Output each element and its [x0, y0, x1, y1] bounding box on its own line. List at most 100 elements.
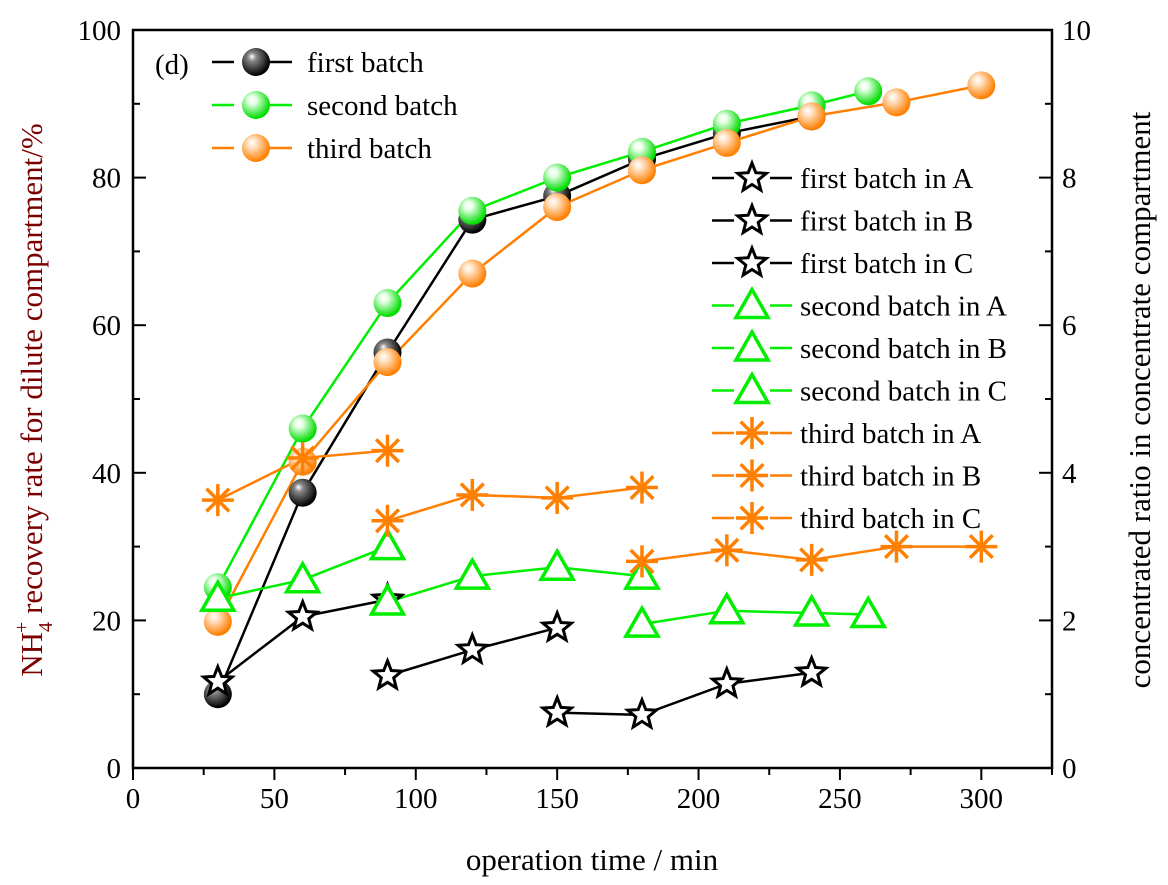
x-tick-label: 200 — [677, 783, 721, 815]
panel-label: (d) — [155, 49, 189, 81]
asterisk-stroke — [459, 482, 485, 508]
data-point-sphere — [627, 156, 656, 185]
data-point-asterisk — [456, 478, 489, 511]
triangle-marker — [732, 370, 772, 405]
legend-marker — [242, 48, 270, 76]
series-markers — [198, 71, 998, 731]
asterisk-stroke — [968, 534, 994, 560]
legend-marker — [733, 243, 771, 279]
data-point-star — [623, 695, 661, 731]
star-marker — [539, 693, 576, 729]
data-point-triangle — [622, 604, 662, 638]
data-point-sphere — [203, 607, 232, 636]
data-point-asterisk — [371, 434, 404, 467]
data-point-triangle — [453, 556, 492, 590]
legend-entry: third batch — [212, 133, 432, 165]
y-left-tick-label: 20 — [92, 605, 121, 637]
sphere-marker — [373, 348, 402, 377]
data-point-sphere — [373, 348, 402, 377]
data-point-sphere — [543, 163, 572, 192]
triangle-marker — [732, 328, 772, 362]
star-marker — [623, 695, 661, 731]
asterisk-stroke — [799, 547, 825, 573]
y-left-tick-label: 60 — [92, 310, 121, 342]
legend-label: first batch in A — [800, 163, 973, 195]
star-marker — [793, 653, 830, 689]
star-marker — [284, 597, 321, 633]
data-point-star — [708, 664, 746, 700]
sphere-marker — [373, 289, 402, 318]
legend-marker — [733, 158, 771, 194]
legend-entry: second batch in A — [712, 285, 1007, 323]
data-point-triangle — [368, 582, 407, 616]
legend-entry: third batch in C — [712, 502, 981, 535]
legend-label: second batch in C — [800, 376, 1007, 408]
legend-label: first batch in C — [800, 248, 973, 280]
legend-entry: third batch in B — [712, 459, 981, 493]
data-point-asterisk — [795, 543, 828, 576]
data-point-asterisk — [710, 534, 743, 567]
x-tick-label: 250 — [818, 783, 862, 815]
series-line-5 — [557, 671, 812, 717]
data-point-star — [284, 597, 321, 633]
triangle-marker — [792, 593, 831, 627]
y-left-tick-label: 40 — [92, 458, 121, 490]
axes: 0 50 100 150 200 250 300 0 20 40 60 80 100 0 2 4 6 8 10 — [78, 15, 1092, 815]
asterisk-stroke — [714, 537, 740, 563]
data-point-sphere — [288, 478, 317, 507]
legend-label: third batch in C — [800, 503, 981, 535]
asterisk-stroke — [374, 508, 401, 534]
legend-marker — [242, 91, 270, 119]
legend-marker — [242, 134, 270, 162]
sphere-marker — [627, 156, 656, 185]
y-axis-label-right: concentrated ratio in concentrate compar… — [1122, 111, 1157, 688]
sphere-marker — [712, 109, 741, 138]
asterisk-stroke — [629, 548, 655, 574]
series-line-8 — [641, 609, 869, 626]
legend-entry: second batch in C — [712, 370, 1007, 408]
asterisk-stroke — [883, 534, 910, 560]
asterisk-stroke — [629, 475, 655, 501]
legend-entry: first batch — [212, 47, 424, 79]
data-point-asterisk — [371, 504, 404, 537]
y-left-tick-label: 100 — [78, 15, 122, 47]
legend-marker — [736, 502, 768, 534]
legend-marker — [732, 285, 772, 320]
x-tick-label: 100 — [394, 783, 438, 815]
data-point-sphere — [288, 414, 317, 443]
y-left-tick-label: 0 — [107, 753, 122, 785]
legend-entry: first batch in A — [712, 158, 973, 195]
data-point-triangle — [849, 594, 888, 629]
triangle-marker — [368, 527, 407, 561]
x-tick-label: 300 — [960, 783, 1004, 815]
triangle-marker — [849, 594, 888, 629]
data-point-star — [539, 608, 576, 644]
triangle-marker — [622, 604, 662, 638]
data-point-star — [793, 653, 830, 689]
legend-marker — [732, 370, 772, 405]
star-marker — [733, 158, 771, 194]
legend-entry: second batch — [212, 90, 458, 122]
sphere-marker — [203, 607, 232, 636]
x-axis-label: operation time / min — [466, 842, 719, 877]
sphere-marker — [797, 102, 826, 131]
sphere-marker — [458, 259, 487, 288]
series-line-10 — [387, 486, 643, 522]
sphere-marker — [288, 414, 317, 443]
star-marker — [199, 662, 236, 698]
data-point-sphere — [458, 196, 487, 225]
asterisk-stroke — [739, 505, 765, 531]
triangle-marker — [707, 591, 746, 625]
y-right-tick-label: 0 — [1062, 753, 1077, 785]
sphere-marker — [288, 478, 317, 507]
data-point-sphere — [373, 289, 402, 318]
asterisk-stroke — [205, 487, 231, 513]
legend-entry: first batch in B — [712, 201, 973, 238]
legend-label: second batch in B — [800, 333, 1007, 365]
data-point-triangle — [538, 547, 577, 582]
data-point-asterisk — [541, 481, 574, 514]
data-point-star — [539, 693, 576, 729]
data-point-asterisk — [965, 530, 998, 563]
x-tick-label: 150 — [535, 783, 579, 815]
